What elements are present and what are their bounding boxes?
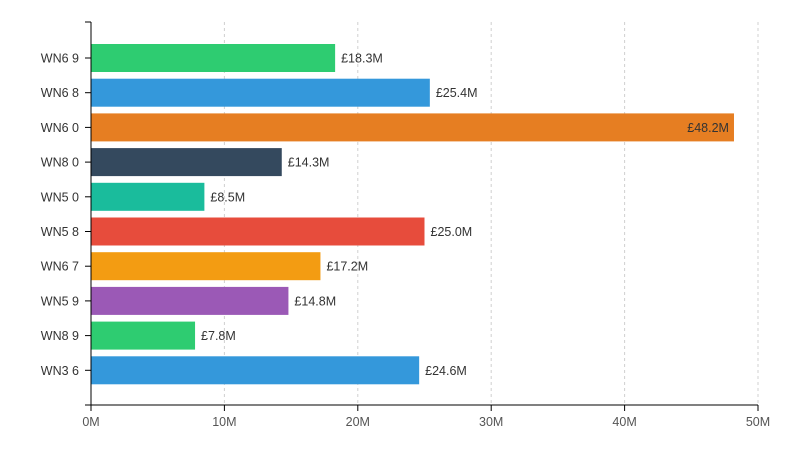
bars-layer (91, 44, 734, 385)
bar (91, 148, 282, 177)
category-label: WN6 7 (41, 260, 79, 274)
bar (91, 321, 196, 350)
value-label: £48.2M (687, 121, 729, 135)
x-tick-label: 30M (479, 415, 503, 429)
value-label: £25.4M (436, 86, 478, 100)
category-label: WN6 8 (41, 86, 79, 100)
value-label: £14.8M (294, 294, 336, 308)
category-label: WN5 0 (41, 190, 79, 204)
value-label: £8.5M (210, 190, 245, 204)
x-tick-label: 10M (212, 415, 236, 429)
labels-layer: WN6 9 £18.3M WN6 8 £25.4M WN6 0 £48.2M WN8 0 £1… (41, 52, 770, 430)
value-label: £25.0M (431, 225, 473, 239)
bar (91, 286, 289, 315)
value-label: £7.8M (201, 329, 236, 343)
bar (91, 217, 425, 246)
bar (91, 182, 205, 211)
value-label: £18.3M (341, 52, 383, 66)
bar (91, 78, 430, 107)
axes-layer (85, 21, 759, 411)
value-label: £14.3M (288, 156, 330, 170)
x-tick-label: 40M (612, 415, 636, 429)
bar (91, 113, 734, 142)
category-label: WN6 0 (41, 121, 79, 135)
value-label: £17.2M (326, 260, 368, 274)
grid-layer (223, 22, 759, 405)
x-tick-label: 20M (346, 415, 370, 429)
category-label: WN6 9 (41, 52, 79, 66)
category-label: WN5 9 (41, 294, 79, 308)
category-label: WN5 8 (41, 225, 79, 239)
x-tick-label: 0M (82, 415, 99, 429)
bar (91, 252, 321, 281)
x-tick-label: 50M (746, 415, 770, 429)
bar (91, 356, 420, 385)
category-label: WN3 6 (41, 364, 79, 378)
category-label: WN8 9 (41, 329, 79, 343)
category-label: WN8 0 (41, 156, 79, 170)
value-label: £24.6M (425, 364, 467, 378)
bar (91, 44, 336, 72)
